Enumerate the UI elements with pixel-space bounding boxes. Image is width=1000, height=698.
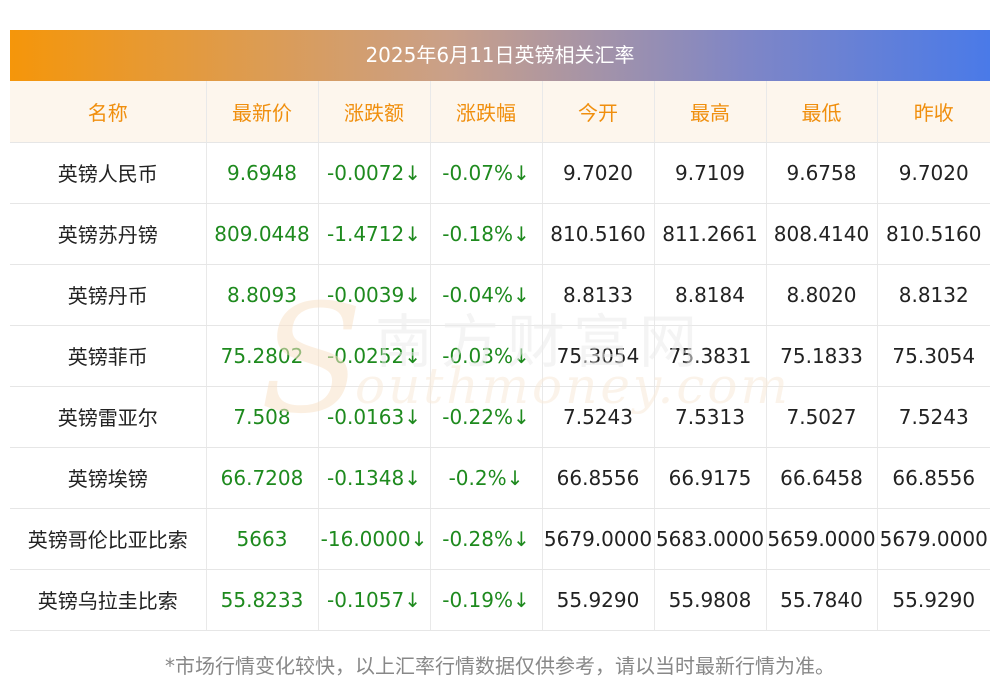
cell-name: 英镑雷亚尔 (10, 386, 207, 448)
cell-low: 55.7840 (766, 569, 878, 631)
cell-prev-close: 7.5243 (877, 386, 990, 448)
table-title-banner: 2025年6月11日英镑相关汇率 (10, 30, 990, 81)
column-header-open: 今开 (542, 81, 655, 143)
table-row: 英镑哥伦比亚比索 5663 -16.0000↓ -0.28%↓ 5679.0000 568… (10, 508, 990, 570)
cell-name: 英镑苏丹镑 (10, 203, 207, 265)
cell-low: 9.6758 (766, 142, 878, 204)
cell-prev-close: 75.3054 (877, 325, 990, 387)
cell-high: 5683.0000 (654, 508, 767, 570)
cell-prev-close: 5679.0000 (877, 508, 990, 570)
table-row: 英镑菲币 75.2802 -0.0252↓ -0.03%↓ 75.3054 75.3831… (10, 325, 990, 387)
cell-latest: 5663 (206, 508, 319, 570)
cell-high: 9.7109 (654, 142, 767, 204)
cell-change-pct: -0.2%↓ (430, 447, 543, 509)
cell-open: 55.9290 (542, 569, 655, 631)
cell-latest: 809.0448 (206, 203, 319, 265)
cell-change: -0.1348↓ (318, 447, 431, 509)
column-header-latest: 最新价 (206, 81, 319, 143)
cell-open: 810.5160 (542, 203, 655, 265)
cell-high: 8.8184 (654, 264, 767, 326)
cell-low: 75.1833 (766, 325, 878, 387)
cell-open: 8.8133 (542, 264, 655, 326)
column-header-change: 涨跌额 (318, 81, 431, 143)
column-header-change-pct: 涨跌幅 (430, 81, 543, 143)
table-row: 英镑埃镑 66.7208 -0.1348↓ -0.2%↓ 66.8556 66.9175 6… (10, 447, 990, 509)
cell-latest: 9.6948 (206, 142, 319, 204)
cell-name: 英镑埃镑 (10, 447, 207, 509)
cell-change: -0.0163↓ (318, 386, 431, 448)
cell-change-pct: -0.04%↓ (430, 264, 543, 326)
cell-high: 55.9808 (654, 569, 767, 631)
cell-name: 英镑哥伦比亚比索 (10, 508, 207, 570)
table-row: 英镑苏丹镑 809.0448 -1.4712↓ -0.18%↓ 810.5160 811.… (10, 203, 990, 265)
cell-change: -0.0039↓ (318, 264, 431, 326)
cell-prev-close: 55.9290 (877, 569, 990, 631)
cell-low: 5659.0000 (766, 508, 878, 570)
cell-low: 66.6458 (766, 447, 878, 509)
cell-prev-close: 810.5160 (877, 203, 990, 265)
cell-change: -16.0000↓ (318, 508, 431, 570)
cell-high: 811.2661 (654, 203, 767, 265)
cell-change: -1.4712↓ (318, 203, 431, 265)
column-header-name: 名称 (10, 81, 207, 143)
cell-prev-close: 66.8556 (877, 447, 990, 509)
cell-name: 英镑菲币 (10, 325, 207, 387)
cell-change-pct: -0.03%↓ (430, 325, 543, 387)
cell-open: 66.8556 (542, 447, 655, 509)
cell-high: 7.5313 (654, 386, 767, 448)
cell-latest: 7.508 (206, 386, 319, 448)
exchange-rate-table: 名称 最新价 涨跌额 涨跌幅 今开 最高 最低 昨收 英镑人民币 9.6948 -0… (10, 81, 990, 631)
cell-change: -0.1057↓ (318, 569, 431, 631)
cell-prev-close: 8.8132 (877, 264, 990, 326)
table-row: 英镑乌拉圭比索 55.8233 -0.1057↓ -0.19%↓ 55.9290 55.9… (10, 569, 990, 631)
cell-latest: 75.2802 (206, 325, 319, 387)
cell-name: 英镑乌拉圭比索 (10, 569, 207, 631)
cell-change: -0.0072↓ (318, 142, 431, 204)
cell-name: 英镑人民币 (10, 142, 207, 204)
cell-name: 英镑丹币 (10, 264, 207, 326)
disclaimer-note: *市场行情变化较快，以上汇率行情数据仅供参考，请以当时最新行情为准。 (165, 654, 835, 678)
cell-high: 75.3831 (654, 325, 767, 387)
cell-low: 8.8020 (766, 264, 878, 326)
cell-high: 66.9175 (654, 447, 767, 509)
cell-open: 5679.0000 (542, 508, 655, 570)
cell-change-pct: -0.28%↓ (430, 508, 543, 570)
cell-open: 75.3054 (542, 325, 655, 387)
cell-change: -0.0252↓ (318, 325, 431, 387)
cell-latest: 8.8093 (206, 264, 319, 326)
cell-low: 7.5027 (766, 386, 878, 448)
column-header-low: 最低 (766, 81, 878, 143)
cell-low: 808.4140 (766, 203, 878, 265)
cell-change-pct: -0.18%↓ (430, 203, 543, 265)
cell-change-pct: -0.22%↓ (430, 386, 543, 448)
column-header-high: 最高 (654, 81, 767, 143)
cell-open: 9.7020 (542, 142, 655, 204)
column-header-prev-close: 昨收 (877, 81, 990, 143)
table-row: 英镑人民币 9.6948 -0.0072↓ -0.07%↓ 9.7020 9.7109 9.… (10, 142, 990, 204)
cell-latest: 55.8233 (206, 569, 319, 631)
cell-change-pct: -0.07%↓ (430, 142, 543, 204)
cell-open: 7.5243 (542, 386, 655, 448)
cell-latest: 66.7208 (206, 447, 319, 509)
cell-prev-close: 9.7020 (877, 142, 990, 204)
table-row: 英镑丹币 8.8093 -0.0039↓ -0.04%↓ 8.8133 8.8184 8.8… (10, 264, 990, 326)
table-row: 英镑雷亚尔 7.508 -0.0163↓ -0.22%↓ 7.5243 7.5313 7.5… (10, 386, 990, 448)
cell-change-pct: -0.19%↓ (430, 569, 543, 631)
table-header-row: 名称 最新价 涨跌额 涨跌幅 今开 最高 最低 昨收 (10, 81, 990, 143)
